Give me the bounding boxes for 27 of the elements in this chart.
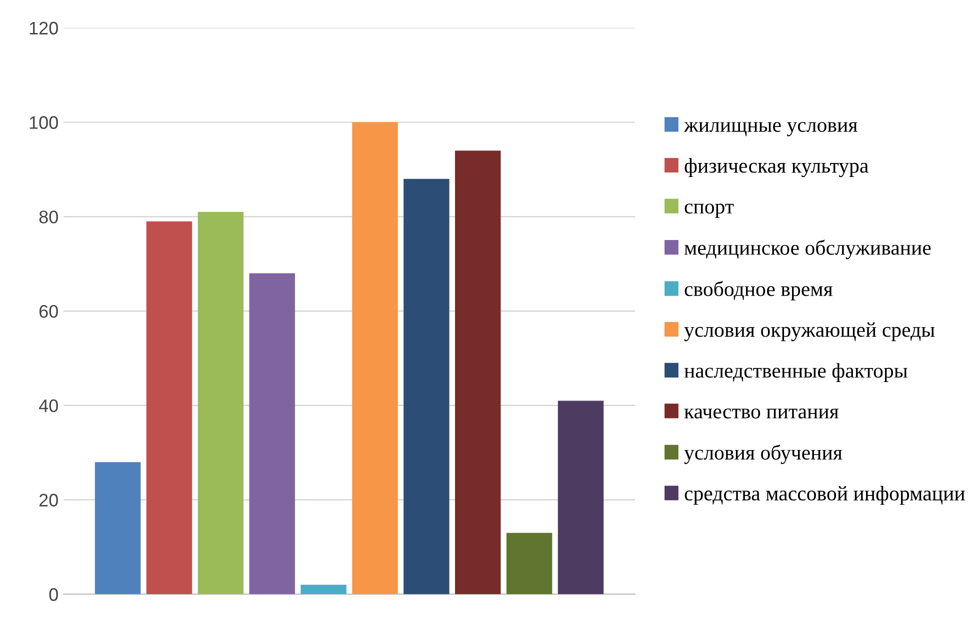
- legend-label: спорт: [684, 204, 734, 218]
- legend-label: наследственные факторы: [684, 363, 908, 382]
- y-tick-label: 20: [39, 494, 58, 507]
- bar: [558, 400, 604, 594]
- y-tick-label: 40: [38, 399, 58, 412]
- y-tick-label: 120: [30, 22, 58, 35]
- legend-label: жилищные условия: [684, 122, 858, 136]
- legend-label: качество питания: [684, 408, 839, 418]
- legend-label: физическая культура: [684, 158, 868, 178]
- bar: [146, 221, 192, 594]
- bar: [506, 532, 552, 594]
- legend-label: свободное время: [684, 281, 833, 300]
- legend-label: медицинское обслуживание: [684, 240, 931, 260]
- legend-label: средства массовой информации: [684, 486, 965, 505]
- bar: [352, 122, 398, 594]
- y-tick-label: 60: [39, 304, 58, 318]
- bar: [455, 150, 501, 594]
- y-tick-label: 0: [49, 588, 58, 601]
- bar: [404, 178, 450, 594]
- bar: [249, 273, 295, 594]
- y-tick-label: 100: [30, 116, 58, 129]
- bar: [94, 462, 141, 594]
- legend-label: условия обучения: [684, 444, 842, 464]
- legend-label: условия окружающей среды: [684, 322, 935, 342]
- bar: [198, 212, 244, 594]
- y-tick-label: 80: [39, 210, 58, 224]
- bar: [300, 584, 346, 594]
